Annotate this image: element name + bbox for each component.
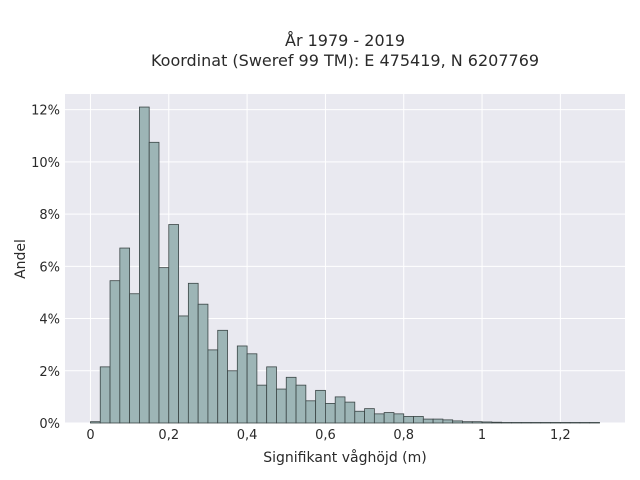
histogram-bar xyxy=(520,422,532,424)
y-tick-label: 12% xyxy=(31,104,60,119)
y-axis-ticks: 0% 2% 4% 6% 8% 10% 12% xyxy=(31,104,60,432)
histogram-bar xyxy=(197,303,209,424)
x-tick-label: 1 xyxy=(478,428,486,443)
histogram-bar xyxy=(325,403,336,424)
histogram-bar xyxy=(540,422,551,424)
histogram-bar xyxy=(491,421,503,424)
histogram-bar xyxy=(462,421,473,424)
histogram-bar xyxy=(217,329,228,424)
histogram-bar xyxy=(99,366,111,424)
y-tick-label: 0% xyxy=(39,417,60,432)
x-tick-label: 0,6 xyxy=(315,428,336,443)
histogram-bar xyxy=(305,400,317,424)
histogram-bar xyxy=(422,418,434,424)
histogram-bar xyxy=(168,224,179,424)
histogram-bar xyxy=(501,422,512,424)
y-tick-label: 2% xyxy=(39,365,60,380)
x-axis-ticks: 0 0,2 0,4 0,6 0,8 1 1,2 xyxy=(86,428,570,443)
histogram-bar xyxy=(315,389,326,424)
y-tick-label: 6% xyxy=(39,260,60,275)
histogram-bar xyxy=(471,421,483,424)
histogram-bar xyxy=(178,315,189,424)
histogram-bar xyxy=(354,410,365,424)
histogram-bar xyxy=(119,247,131,424)
chart-title: År 1979 - 2019 xyxy=(285,31,405,50)
histogram-bar xyxy=(285,376,297,424)
histogram-bar xyxy=(246,353,258,424)
histogram-bar xyxy=(559,422,571,424)
y-tick-label: 10% xyxy=(31,156,60,171)
histogram-bar xyxy=(432,418,444,424)
histogram-bar xyxy=(207,349,219,424)
histogram-bar xyxy=(413,416,424,424)
histogram-bar xyxy=(227,370,238,424)
histogram-bar xyxy=(90,421,101,424)
histogram-bar xyxy=(373,413,385,424)
histogram-bar xyxy=(481,421,493,424)
histogram-bar xyxy=(442,419,454,424)
y-tick-label: 4% xyxy=(39,313,60,328)
histogram-bars xyxy=(90,106,600,424)
histogram-bar xyxy=(256,384,268,424)
chart-subtitle: Koordinat (Sweref 99 TM): E 475419, N 62… xyxy=(151,51,539,70)
y-tick-label: 8% xyxy=(39,208,60,223)
histogram-bar xyxy=(334,396,346,424)
histogram-bar xyxy=(403,416,414,424)
histogram-bar xyxy=(266,366,277,424)
histogram-bar xyxy=(511,422,522,424)
histogram-bar xyxy=(148,141,160,424)
histogram-bar xyxy=(530,422,542,424)
histogram-bar xyxy=(383,412,395,424)
histogram-bar xyxy=(236,345,248,424)
histogram-bar xyxy=(393,413,405,424)
histogram-bar xyxy=(569,422,581,424)
histogram-bar xyxy=(452,420,463,424)
histogram-bar xyxy=(187,282,199,424)
histogram-bar xyxy=(364,408,375,424)
histogram-bar xyxy=(589,422,600,424)
x-tick-label: 0 xyxy=(86,428,94,443)
x-tick-label: 0,2 xyxy=(158,428,179,443)
x-axis-label: Signifikant våghöjd (m) xyxy=(263,449,426,466)
x-tick-label: 0,8 xyxy=(393,428,414,443)
histogram-bar xyxy=(109,280,121,424)
x-tick-label: 0,4 xyxy=(237,428,258,443)
histogram-bar xyxy=(139,106,150,424)
histogram-bar xyxy=(158,267,170,424)
histogram-bar xyxy=(276,388,287,424)
histogram-bar xyxy=(295,384,307,424)
histogram-bar xyxy=(550,422,561,424)
histogram-bar xyxy=(579,422,591,424)
x-tick-label: 1,2 xyxy=(550,428,571,443)
histogram-bar xyxy=(129,293,140,424)
histogram-bar xyxy=(344,401,356,424)
y-axis-label: Andel xyxy=(13,239,29,279)
